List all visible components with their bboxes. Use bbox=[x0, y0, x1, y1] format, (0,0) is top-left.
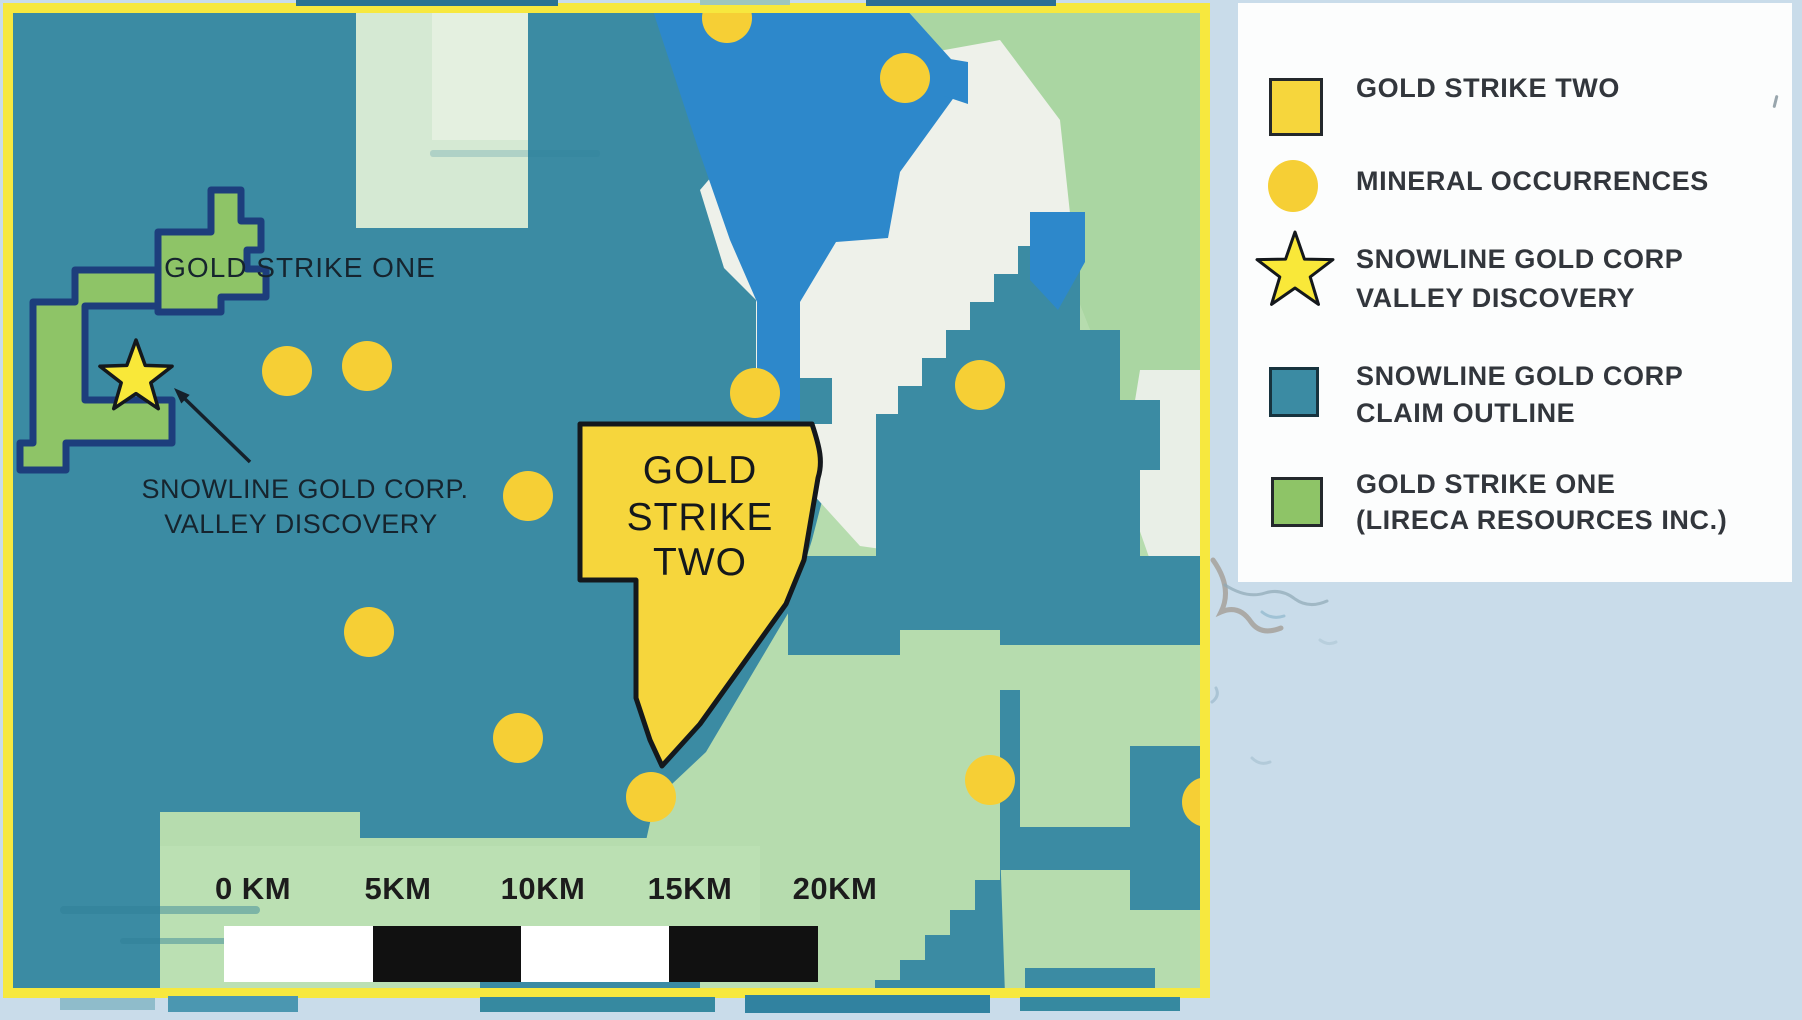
scale-bar: 0 KM 5KM 10KM 15KM 20KM bbox=[215, 871, 877, 982]
valley-callout-line1: SNOWLINE GOLD CORP. bbox=[141, 474, 468, 504]
gold-strike-two-label-line2: STRIKE bbox=[627, 496, 774, 539]
mineral-occurrence-dot bbox=[955, 360, 1005, 410]
callout-arrow-head bbox=[174, 388, 190, 404]
scale-label-20km: 20KM bbox=[793, 871, 878, 906]
blue-claim-diamond bbox=[652, 8, 968, 420]
legend-label-gso-line1: GOLD STRIKE ONE bbox=[1356, 469, 1616, 499]
mineral-occurrence-dots bbox=[262, 8, 1205, 827]
coastline-sketch bbox=[1210, 557, 1338, 765]
gold-strike-two-label-line3: TWO bbox=[653, 541, 747, 584]
scale-segment-1 bbox=[224, 926, 373, 982]
scale-segment-3 bbox=[521, 926, 669, 982]
edge-fragments bbox=[60, 0, 1180, 1013]
scale-segment-4 bbox=[669, 926, 818, 982]
claim-se-blob bbox=[1000, 690, 1205, 910]
mineral-occurrence-dot bbox=[344, 607, 394, 657]
legend-label-claim-outline: SNOWLINE GOLD CORP CLAIM OUTLINE bbox=[1356, 358, 1683, 432]
valley-callout-line2: VALLEY DISCOVERY bbox=[164, 509, 438, 539]
valley-discovery-star bbox=[98, 338, 174, 411]
mineral-occurrence-dot bbox=[1182, 777, 1205, 827]
blue-claim-cap bbox=[1030, 212, 1085, 310]
claim-se-staircase bbox=[875, 845, 1005, 993]
gold-strike-one-arm bbox=[16, 266, 176, 474]
star-icon bbox=[1255, 230, 1335, 306]
gold-strike-one-cluster bbox=[154, 186, 270, 316]
scale-label-5km: 5KM bbox=[365, 871, 432, 906]
legend-swatch-gold-strike-two bbox=[1269, 78, 1323, 136]
mineral-occurrence-dot bbox=[503, 471, 553, 521]
scale-label-10km: 10KM bbox=[501, 871, 586, 906]
claim-east-arm bbox=[788, 556, 1205, 655]
mineral-occurrence-dot bbox=[702, 8, 752, 43]
terrain-mint-patch-light bbox=[432, 8, 528, 140]
legend-label-valley-line2: VALLEY DISCOVERY bbox=[1356, 283, 1636, 313]
map-yellow-border bbox=[3, 3, 1210, 998]
mineral-occurrence-dot bbox=[880, 53, 930, 103]
mineral-occurrence-dot bbox=[262, 346, 312, 396]
legend-swatch-valley-star bbox=[1255, 230, 1335, 306]
legend-swatch-claim-outline bbox=[1269, 367, 1319, 417]
scale-label-15km: 15KM bbox=[648, 871, 733, 906]
scale-label-0km: 0 KM bbox=[215, 871, 291, 906]
claim-ne-staircase bbox=[876, 214, 1160, 566]
gold-strike-two-label-line1: GOLD bbox=[643, 449, 758, 492]
legend-swatch-gold-strike-one bbox=[1271, 477, 1323, 527]
legend-swatch-mineral-occurrences bbox=[1268, 160, 1318, 212]
legend-label-valley-discovery: SNOWLINE GOLD CORP VALLEY DISCOVERY bbox=[1356, 240, 1683, 318]
mineral-occurrence-dot bbox=[626, 772, 676, 822]
mineral-occurrence-dot bbox=[493, 713, 543, 763]
scale-segment-2 bbox=[373, 926, 521, 982]
gold-strike-two-polygon bbox=[577, 421, 823, 769]
mineral-occurrence-dot bbox=[965, 755, 1015, 805]
legend-label-gold-strike-one: GOLD STRIKE ONE (LIRECA RESOURCES INC.) bbox=[1356, 466, 1727, 538]
legend-label-claim-line1: SNOWLINE GOLD CORP bbox=[1356, 361, 1684, 391]
legend-label-claim-line2: CLAIM OUTLINE bbox=[1356, 398, 1576, 428]
mineral-occurrence-dot bbox=[730, 368, 780, 418]
terrain-green-ne-tint bbox=[862, 8, 1205, 430]
callout-arrow-line bbox=[181, 395, 252, 464]
legend-label-valley-line1: SNOWLINE GOLD CORP bbox=[1356, 244, 1684, 274]
legend-label-gso-line2: (LIRECA RESOURCES INC.) bbox=[1356, 505, 1728, 535]
legend-label-gold-strike-two: GOLD STRIKE TWO bbox=[1356, 73, 1620, 103]
legend-label-mineral-occurrences: MINERAL OCCURRENCES bbox=[1356, 166, 1709, 196]
gold-strike-one-label: GOLD STRIKE ONE bbox=[164, 252, 436, 283]
blue-claim-fragment bbox=[944, 58, 968, 104]
legend-panel: GOLD STRIKE TWO MINERAL OCCURRENCES SNOW… bbox=[1238, 3, 1792, 582]
stray-tick-mark bbox=[1772, 94, 1779, 109]
mineral-occurrence-dot bbox=[342, 341, 392, 391]
